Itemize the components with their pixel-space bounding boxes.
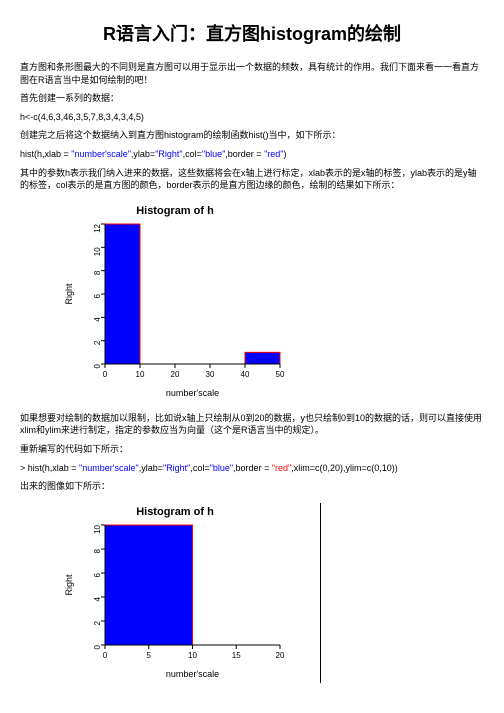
svg-text:4: 4 [93, 317, 102, 322]
svg-text:0: 0 [103, 651, 108, 660]
svg-text:number'scale: number'scale [166, 388, 219, 398]
svg-text:Histogram of h: Histogram of h [136, 205, 214, 217]
svg-text:2: 2 [93, 620, 102, 625]
histogram-chart-1: Histogram of h 0 10 20 30 40 50 0 2 4 6 8 10 12 number… [60, 202, 484, 402]
paragraph: 创建完之后将这个数据纳入到直方图histogram的绘制函数hist()当中，如… [20, 129, 484, 142]
paragraph: 直方图和条形图最大的不同则是直方图可以用于显示出一个数据的频数，具有统计的作用。… [20, 61, 484, 86]
svg-text:15: 15 [232, 651, 241, 660]
paragraph: 首先创建一系列的数据： [20, 92, 484, 105]
svg-text:5: 5 [147, 651, 152, 660]
svg-text:12: 12 [93, 223, 102, 232]
paragraph: 其中的参数h表示我们纳入进来的数据，这些数据将会在x轴上进行标定，xlab表示的… [20, 167, 484, 192]
svg-text:10: 10 [93, 247, 102, 256]
svg-text:30: 30 [206, 370, 215, 379]
svg-text:number'scale: number'scale [166, 669, 219, 679]
svg-text:50: 50 [276, 370, 285, 379]
svg-text:10: 10 [136, 370, 145, 379]
svg-text:Right: Right [64, 283, 74, 305]
svg-text:6: 6 [93, 293, 102, 298]
svg-text:0: 0 [93, 644, 102, 649]
paragraph: 重新编写的代码如下所示： [20, 443, 484, 456]
code-line: hist(h,xlab = "number'scale",ylab="Right… [20, 148, 484, 161]
svg-text:4: 4 [93, 596, 102, 601]
svg-text:20: 20 [171, 370, 180, 379]
svg-text:40: 40 [241, 370, 250, 379]
svg-text:8: 8 [93, 270, 102, 275]
svg-text:8: 8 [93, 548, 102, 553]
histogram-chart-2: Histogram of h 0 5 10 15 20 0 2 4 6 8 10 number'scal… [60, 503, 321, 683]
svg-text:Histogram of h: Histogram of h [136, 506, 214, 518]
code-line: > hist(h,xlab = "number'scale",ylab="Rig… [20, 462, 484, 475]
svg-text:2: 2 [93, 340, 102, 345]
paragraph: 出来的图像如下所示： [20, 480, 484, 493]
svg-text:6: 6 [93, 572, 102, 577]
paragraph: 如果想要对绘制的数据加以限制，比如说x轴上只绘制从0到20的数据，y也只绘制0到… [20, 412, 484, 437]
svg-text:Right: Right [64, 574, 74, 596]
svg-text:20: 20 [276, 651, 285, 660]
svg-text:10: 10 [93, 524, 102, 533]
code-line: h<-c(4,6,3,46,3,5,7,8,3,4,3,4,5) [20, 111, 484, 124]
svg-text:0: 0 [93, 363, 102, 368]
svg-text:10: 10 [188, 651, 197, 660]
svg-text:0: 0 [103, 370, 108, 379]
page-title: R语言入门：直方图histogram的绘制 [20, 20, 484, 46]
